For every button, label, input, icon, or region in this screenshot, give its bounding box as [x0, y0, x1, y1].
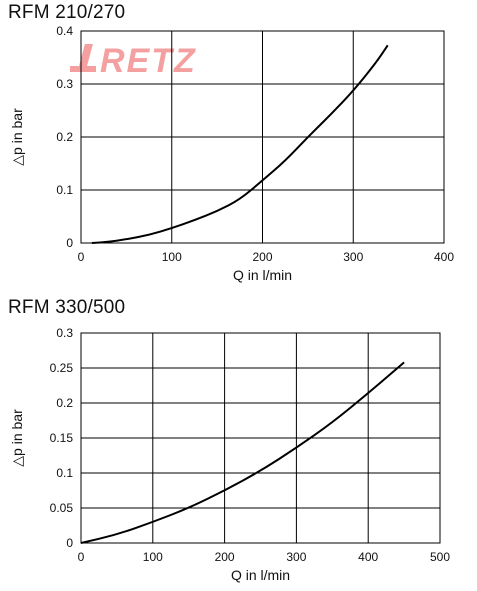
chart-title-rfm-210-270: RFM 210/270 [8, 2, 126, 23]
series-line-0 [80, 361, 405, 544]
svg-text:RETZ: RETZ [100, 42, 197, 80]
x-axis-label: Q in l/min [233, 267, 292, 283]
y-tick-label: 0.2 [56, 130, 73, 144]
y-axis-label: △p in bar [9, 409, 25, 467]
y-tick-label: 0.4 [56, 24, 73, 38]
y-tick-label: 0.05 [50, 501, 74, 515]
y-tick-label: 0 [66, 236, 73, 250]
x-tick-label: 100 [143, 550, 163, 564]
x-tick-label: 300 [286, 550, 306, 564]
y-tick-label: 0 [66, 536, 73, 550]
y-tick-label: 0.1 [56, 183, 73, 197]
x-tick-label: 500 [430, 550, 450, 564]
x-tick-label: 300 [343, 250, 363, 264]
x-tick-label: 0 [78, 550, 85, 564]
x-tick-label: 100 [162, 250, 182, 264]
x-tick-label: 400 [434, 250, 454, 264]
y-tick-label: 0.1 [56, 466, 73, 480]
y-axis-label: △p in bar [9, 108, 25, 166]
plot-frame [80, 332, 441, 544]
x-tick-label: 200 [252, 250, 272, 264]
chart-title-rfm-330-500: RFM 330/500 [8, 297, 126, 318]
series-line-0 [91, 44, 389, 244]
chart-rfm-210-270: 0 100 200 300 400 0 0.1 0.2 0.3 0.4 Q in l/min △p i… [9, 24, 454, 283]
plot-frame [80, 30, 445, 244]
x-tick-label: 0 [78, 250, 85, 264]
y-tick-label: 0.15 [50, 431, 74, 445]
y-tick-label: 0.2 [56, 396, 73, 410]
x-axis-label: Q in l/min [231, 567, 290, 583]
x-tick-label: 200 [215, 550, 235, 564]
y-tick-label: 0.3 [56, 77, 73, 91]
x-tick-label: 400 [358, 550, 378, 564]
y-tick-label: 0.25 [50, 361, 74, 375]
y-tick-label: 0.3 [56, 326, 73, 340]
